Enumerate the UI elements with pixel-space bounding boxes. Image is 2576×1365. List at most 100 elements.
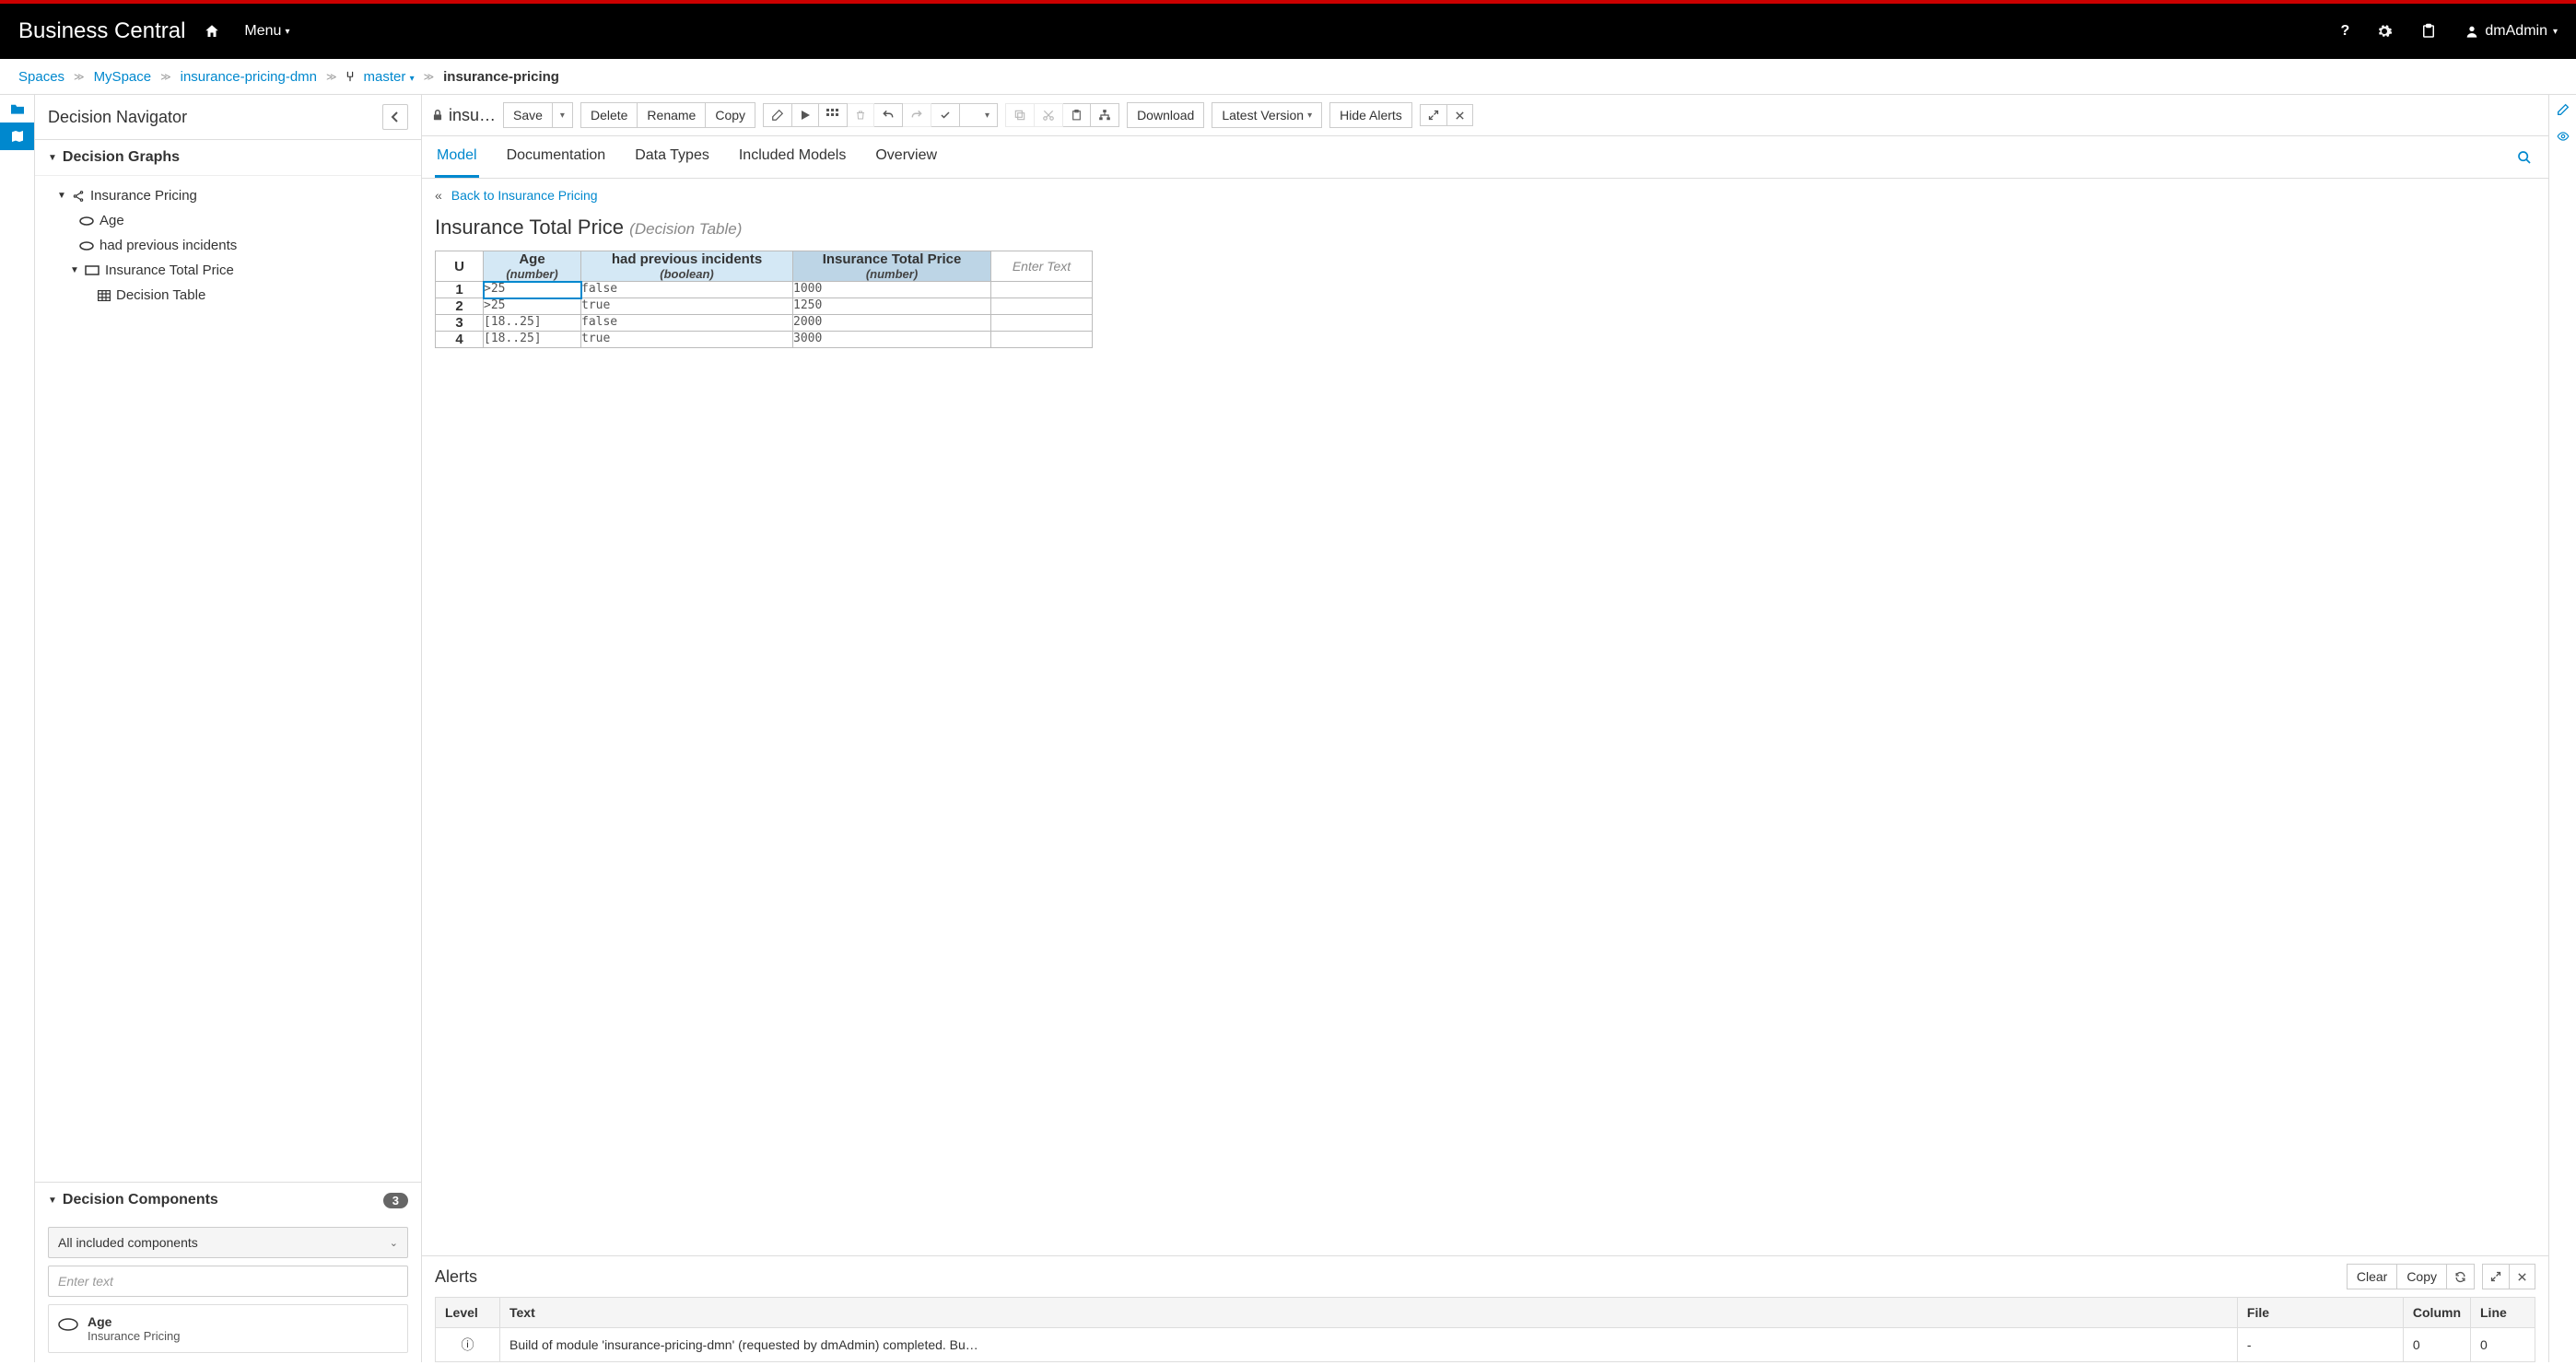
tree-decision-table[interactable]: Decision Table xyxy=(48,283,408,308)
undo-icon[interactable] xyxy=(874,103,903,127)
cell-age[interactable]: >25 xyxy=(484,298,581,315)
header-bar: Business Central Menu ▾ ? dmAdmin ▾ xyxy=(0,4,2576,59)
back-icon: « xyxy=(435,188,442,203)
content-toolbar: insu… Save ▾ Delete Rename Copy ▾ xyxy=(422,95,2548,136)
save-button[interactable]: Save xyxy=(503,102,553,128)
col-header-annotation[interactable]: Enter Text xyxy=(991,251,1093,282)
cell-age[interactable]: >25 xyxy=(484,282,581,298)
user-menu[interactable]: dmAdmin ▾ xyxy=(2465,23,2558,40)
table-row: 4[18..25]true3000 xyxy=(436,332,1093,348)
cell-price[interactable]: 1250 xyxy=(793,298,991,315)
cell-annotation[interactable] xyxy=(991,298,1093,315)
cell-price[interactable]: 2000 xyxy=(793,315,991,332)
right-rail xyxy=(2548,95,2576,1362)
breadcrumb-branch[interactable]: master ▾ xyxy=(364,69,415,85)
cell-annotation[interactable] xyxy=(991,282,1093,298)
cell-incidents[interactable]: true xyxy=(581,298,793,315)
alerts-copy-button[interactable]: Copy xyxy=(2397,1264,2447,1289)
row-number[interactable]: 3 xyxy=(436,315,484,332)
back-link[interactable]: « Back to Insurance Pricing xyxy=(435,188,598,203)
cell-incidents[interactable]: false xyxy=(581,315,793,332)
breadcrumb-space[interactable]: MySpace xyxy=(94,69,152,85)
decision-graphs-header[interactable]: ▼ Decision Graphs xyxy=(35,140,421,176)
tab-data-types[interactable]: Data Types xyxy=(633,136,711,178)
tab-model[interactable]: Model xyxy=(435,136,479,178)
menu-dropdown[interactable]: Menu ▾ xyxy=(244,23,289,40)
hit-policy-cell[interactable]: U xyxy=(436,251,484,282)
rail-map-icon[interactable] xyxy=(0,122,34,150)
decision-components-header[interactable]: ▼ Decision Components 3 xyxy=(35,1182,421,1218)
sidebar-collapse-button[interactable] xyxy=(382,104,408,130)
close-icon[interactable] xyxy=(1447,104,1473,126)
decision-table: U Age (number) had previous incidents (b… xyxy=(435,251,1093,348)
components-filter-select[interactable]: All included components ⌄ xyxy=(48,1227,408,1258)
copy-icon[interactable] xyxy=(1005,103,1035,127)
col-header-incidents[interactable]: had previous incidents (boolean) xyxy=(581,251,793,282)
cell-price[interactable]: 1000 xyxy=(793,282,991,298)
trash-icon[interactable] xyxy=(848,103,874,127)
cell-price[interactable]: 3000 xyxy=(793,332,991,348)
breadcrumb-spaces[interactable]: Spaces xyxy=(18,69,64,85)
apps-icon[interactable] xyxy=(2420,23,2446,40)
download-dropdown-icon[interactable]: ▾ xyxy=(960,103,998,127)
tree-incidents[interactable]: had previous incidents xyxy=(48,233,408,258)
edit-icon[interactable] xyxy=(2556,102,2570,117)
row-number[interactable]: 4 xyxy=(436,332,484,348)
latest-version-button[interactable]: Latest Version ▾ xyxy=(1212,102,1322,128)
tab-included-models[interactable]: Included Models xyxy=(737,136,849,178)
cell-annotation[interactable] xyxy=(991,315,1093,332)
row-number[interactable]: 2 xyxy=(436,298,484,315)
paste-icon[interactable] xyxy=(1063,103,1091,127)
caret-down-icon: ▼ xyxy=(57,191,66,201)
breadcrumb-project[interactable]: insurance-pricing-dmn xyxy=(181,69,317,85)
delete-button[interactable]: Delete xyxy=(580,102,638,128)
cell-age[interactable]: [18..25] xyxy=(484,332,581,348)
home-icon[interactable] xyxy=(204,23,229,40)
eraser-icon[interactable] xyxy=(763,103,792,127)
sitemap-icon[interactable] xyxy=(1091,103,1119,127)
rail-files-icon[interactable] xyxy=(0,95,34,122)
tree-age[interactable]: Age xyxy=(48,208,408,233)
oval-icon xyxy=(79,216,94,226)
hide-alerts-button[interactable]: Hide Alerts xyxy=(1329,102,1412,128)
check-icon[interactable] xyxy=(931,103,960,127)
col-header-price[interactable]: Insurance Total Price (number) xyxy=(793,251,991,282)
copy-button[interactable]: Copy xyxy=(706,102,755,128)
save-dropdown-button[interactable]: ▾ xyxy=(553,102,573,128)
expand-icon[interactable] xyxy=(1420,104,1447,126)
alert-column: 0 xyxy=(2403,1328,2470,1362)
user-name: dmAdmin xyxy=(2485,23,2547,40)
cell-age[interactable]: [18..25] xyxy=(484,315,581,332)
cell-annotation[interactable] xyxy=(991,332,1093,348)
breadcrumb: Spaces ≫ MySpace ≫ insurance-pricing-dmn… xyxy=(0,59,2576,95)
tab-documentation[interactable]: Documentation xyxy=(505,136,608,178)
help-icon[interactable]: ? xyxy=(2332,23,2358,40)
tree-total[interactable]: ▼ Insurance Total Price xyxy=(48,258,408,283)
alerts-close-icon[interactable] xyxy=(2510,1264,2535,1289)
search-icon[interactable] xyxy=(2517,150,2535,165)
redo-icon[interactable] xyxy=(903,103,931,127)
alerts-expand-icon[interactable] xyxy=(2482,1264,2510,1289)
col-header-age[interactable]: Age (number) xyxy=(484,251,581,282)
play-icon[interactable] xyxy=(792,103,819,127)
rename-button[interactable]: Rename xyxy=(638,102,706,128)
components-filter-input[interactable] xyxy=(48,1266,408,1297)
alert-row[interactable]: ⓘBuild of module 'insurance-pricing-dmn'… xyxy=(436,1328,2535,1362)
tab-overview[interactable]: Overview xyxy=(873,136,939,178)
tree-root[interactable]: ▼ Insurance Pricing xyxy=(48,183,408,208)
cell-incidents[interactable]: false xyxy=(581,282,793,298)
file-name-label: insu… xyxy=(431,106,496,125)
component-card-age[interactable]: Age Insurance Pricing xyxy=(48,1304,408,1353)
cell-incidents[interactable]: true xyxy=(581,332,793,348)
settings-icon[interactable] xyxy=(2376,23,2402,40)
eye-icon[interactable] xyxy=(2555,130,2571,143)
breadcrumb-current: insurance-pricing xyxy=(443,69,559,85)
cut-icon[interactable] xyxy=(1035,103,1063,127)
grid-icon[interactable] xyxy=(819,103,848,127)
download-button[interactable]: Download xyxy=(1127,102,1204,128)
row-number[interactable]: 1 xyxy=(436,282,484,298)
alerts-clear-button[interactable]: Clear xyxy=(2347,1264,2397,1289)
alerts-refresh-icon[interactable] xyxy=(2447,1264,2475,1289)
alerts-panel: Alerts Clear Copy Level Text xyxy=(422,1255,2548,1362)
editor-tabs: Model Documentation Data Types Included … xyxy=(422,136,2548,179)
